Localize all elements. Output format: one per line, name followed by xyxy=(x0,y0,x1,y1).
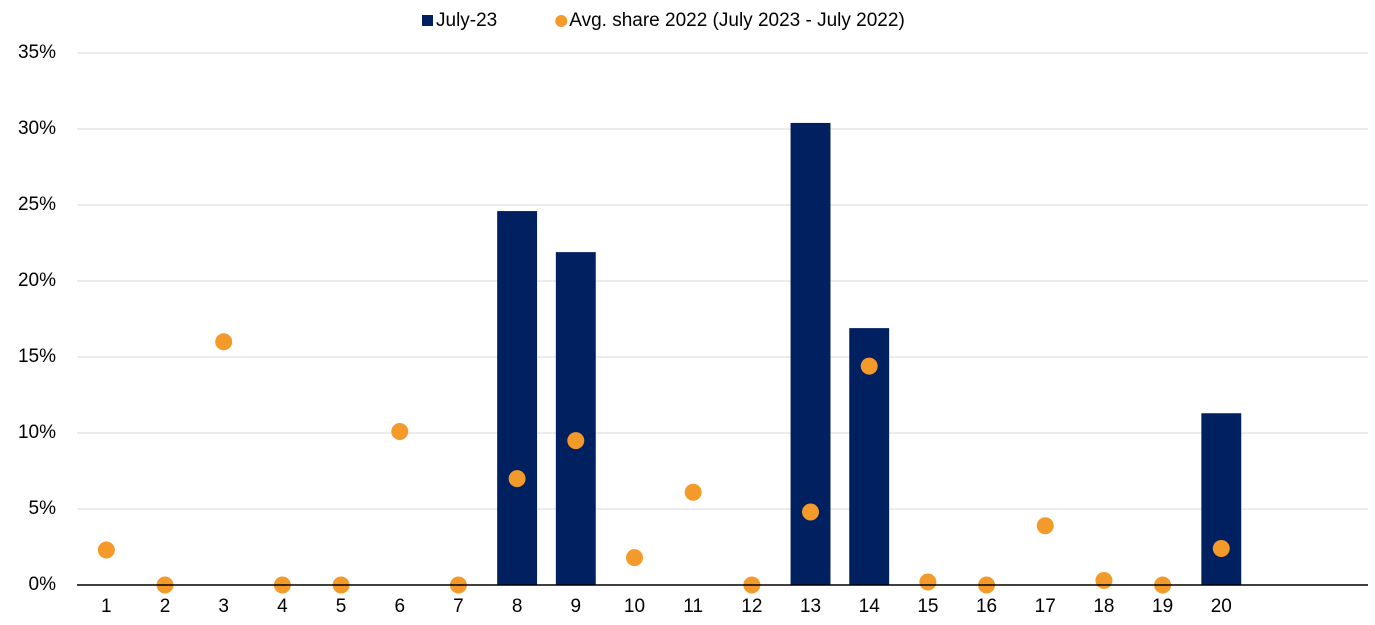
x-tick-label: 20 xyxy=(1211,596,1232,617)
y-tick-label: 30% xyxy=(18,118,56,139)
dot xyxy=(919,573,937,591)
dot xyxy=(625,549,643,567)
x-tick-label: 16 xyxy=(976,596,997,617)
x-tick-label: 2 xyxy=(160,596,171,617)
x-tick-label: 7 xyxy=(453,596,464,617)
legend-label: Avg. share 2022 (July 2023 - July 2022) xyxy=(569,10,905,31)
dot xyxy=(1212,540,1230,558)
dot xyxy=(684,483,702,501)
bar xyxy=(1201,413,1242,585)
dot xyxy=(567,432,585,450)
bar xyxy=(497,211,538,585)
y-tick-label: 20% xyxy=(18,270,56,291)
x-tick-label: 17 xyxy=(1035,596,1056,617)
dot xyxy=(1095,571,1113,589)
legend-swatch xyxy=(422,15,433,26)
dot xyxy=(97,541,115,559)
dot xyxy=(1036,517,1054,535)
x-tick-label: 18 xyxy=(1093,596,1114,617)
y-tick-label: 5% xyxy=(29,498,57,519)
x-tick-label: 3 xyxy=(218,596,229,617)
x-tick-label: 19 xyxy=(1152,596,1173,617)
x-tick-label: 5 xyxy=(336,596,347,617)
x-tick-label: 11 xyxy=(683,596,703,617)
y-tick-label: 25% xyxy=(18,194,56,215)
bar xyxy=(555,252,596,585)
x-tick-label: 1 xyxy=(101,596,112,617)
y-tick-label: 0% xyxy=(29,574,57,595)
dot xyxy=(802,503,820,521)
x-tick-label: 9 xyxy=(571,596,582,617)
legend-swatch xyxy=(555,15,568,27)
legend-label: July-23 xyxy=(436,10,497,31)
y-tick-label: 15% xyxy=(18,346,56,367)
x-tick-label: 13 xyxy=(800,596,821,617)
dot xyxy=(508,470,526,488)
x-tick-label: 15 xyxy=(917,596,938,617)
x-tick-label: 8 xyxy=(512,596,523,617)
dot xyxy=(391,422,409,440)
y-tick-label: 10% xyxy=(18,422,56,443)
dot xyxy=(860,357,878,375)
x-tick-label: 12 xyxy=(741,596,762,617)
x-tick-label: 4 xyxy=(277,596,288,617)
x-tick-label: 10 xyxy=(624,596,645,617)
y-tick-label: 35% xyxy=(18,42,56,63)
dot xyxy=(215,333,233,351)
x-tick-label: 6 xyxy=(394,596,405,617)
x-tick-label: 14 xyxy=(859,596,881,617)
